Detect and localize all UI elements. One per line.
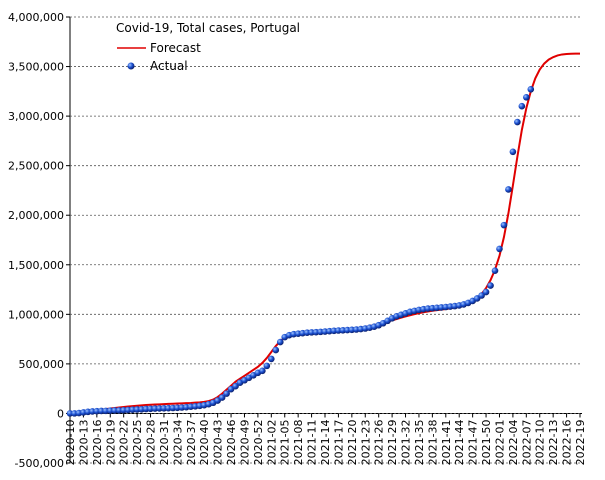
actual-point [514,118,521,126]
legend: Forecast Actual [117,41,201,73]
y-tick-label: 2,500,000 [8,160,64,173]
actual-point [272,346,280,354]
x-tick-label: 2021-08 [292,419,305,465]
x-tick-label: 2021-35 [413,419,426,465]
plot [66,52,580,417]
x-tick-label: 2022-16 [561,419,574,465]
y-tick-label: 500,000 [19,358,65,371]
x-tick-label: 2021-11 [306,419,319,465]
x-tick-label: 2022-19 [574,419,587,465]
y-tick-label: 1,000,000 [8,308,64,321]
y-tick-label: 1,500,000 [8,259,64,272]
y-tick-label: 4,000,000 [8,11,64,24]
x-tick-label: 2020-19 [104,419,117,465]
x-tick-label: 2021-44 [453,419,466,465]
chart-title: Covid-19, Total cases, Portugal [116,21,300,35]
x-tick-label: 2021-29 [386,419,399,465]
x-tick-label: 2020-25 [131,419,144,465]
actual-point [218,394,226,401]
actual-point [523,93,530,101]
actual-point [518,102,526,110]
x-tick-label: 2022-07 [520,419,533,465]
x-tick-label: 2022-10 [534,419,547,465]
x-tick-label: 2021-14 [319,419,332,465]
y-tick-label: 0 [57,407,64,420]
legend-dot [127,62,135,70]
x-tick-label: 2020-28 [145,419,158,465]
actual-point [487,282,494,289]
x-tick-label: 2020-16 [91,419,104,465]
y-tick-label: 3,000,000 [8,110,64,123]
x-tick-label: 2020-22 [118,419,131,465]
x-tick-label: 2022-13 [547,419,560,465]
actual-point [505,186,512,193]
x-tick-label: 2020-40 [198,419,211,465]
x-tick-label: 2020-34 [171,419,184,465]
legend-label: Forecast [150,41,201,55]
actual-point [482,288,490,296]
actual-point [509,148,517,156]
actual-point [527,86,535,93]
x-tick-label: 2020-46 [225,419,238,465]
x-tick-label: 2020-52 [252,419,265,465]
actual-point [268,355,275,363]
actual-point [232,382,239,390]
x-tick-label: 2021-02 [265,419,278,465]
x-tick-label: 2020-31 [158,419,171,465]
x-tick-label: 2021-05 [279,419,292,465]
grid: -500,000 0 500,000 1,000,000 1,500,000 2,000,… [8,11,587,470]
x-tick-label: 2020-43 [212,419,225,465]
actual-point [223,390,230,397]
x-tick-label: 2022-04 [507,419,520,465]
x-tick-label: 2020-37 [185,419,198,465]
y-tick-label: 3,500,000 [8,61,64,74]
actual-point [496,245,503,253]
x-tick-label: 2021-17 [332,419,345,465]
x-tick-label: 2021-23 [359,419,372,465]
x-tick-label: 2021-32 [400,419,413,465]
actual-point [263,362,271,370]
x-tick-label: 2022-01 [493,419,506,465]
actual-point [491,267,499,275]
x-tick-label: 2021-26 [373,419,386,465]
y-tick-label: 2,000,000 [8,209,64,222]
x-tick-label: 2021-50 [480,419,493,465]
x-tick-label: 2021-41 [440,419,453,465]
x-tick-label: 2021-47 [467,419,480,465]
forecast-line [69,52,580,415]
actual-point [500,221,508,229]
x-tick-label: 2020-10 [64,419,77,465]
x-tick-label: 2021-20 [346,419,359,465]
actual-point [478,292,485,299]
actual-point [276,338,284,346]
x-tick-label: 2020-49 [238,419,251,465]
x-tick-label: 2020-13 [77,419,90,465]
x-tick-label: 2021-38 [426,419,439,465]
actual-point [259,367,266,375]
y-tick-label: -500,000 [15,457,64,470]
legend-label: Actual [150,59,188,73]
